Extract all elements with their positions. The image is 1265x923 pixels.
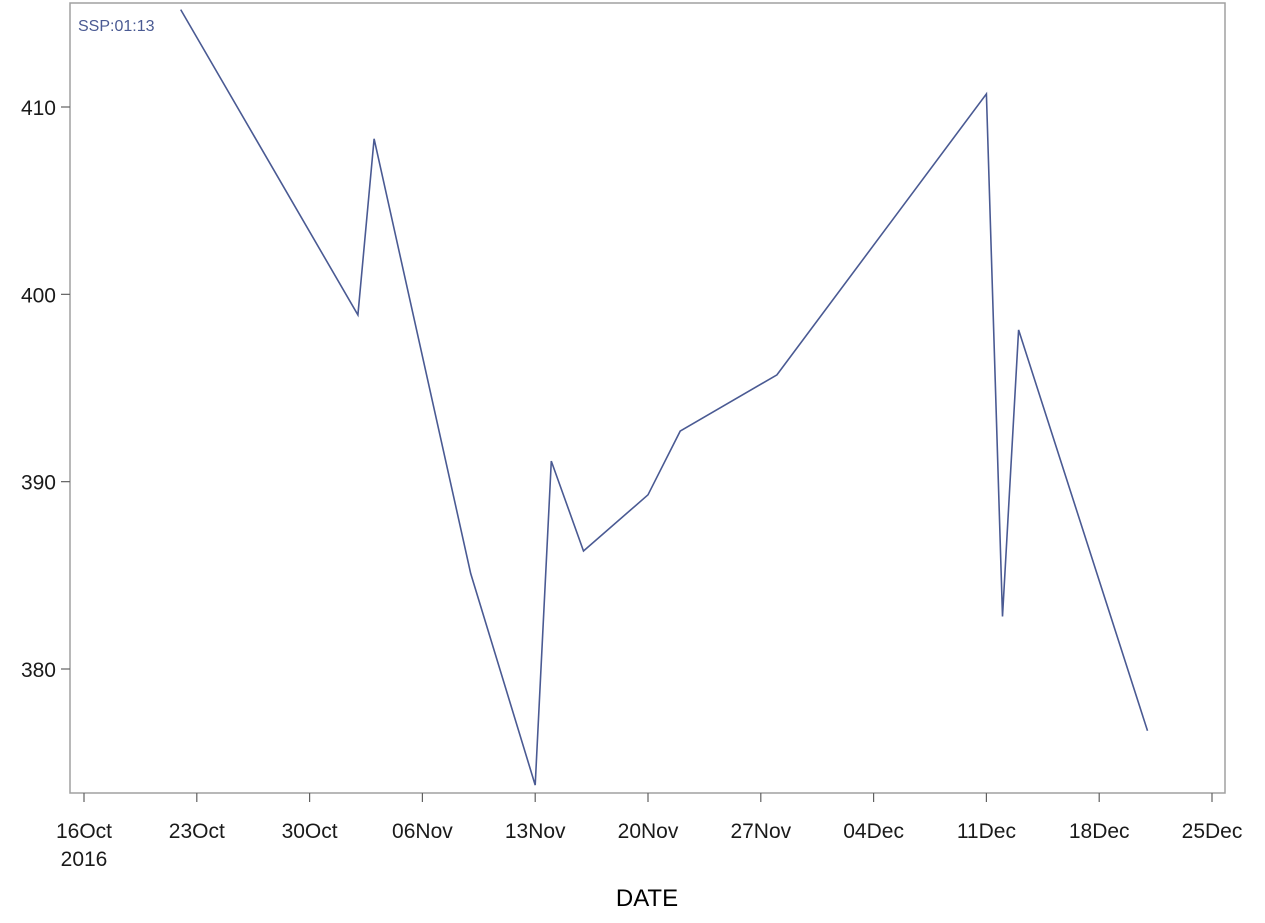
x-tick-labels: 16Oct 23Oct 30Oct 06Nov 13Nov 20Nov 27Nov 04Dec… xyxy=(56,820,1242,843)
x-tick-label: 25Dec xyxy=(1182,820,1243,843)
inset-label: SSP:01:13 xyxy=(78,18,155,35)
x-tick-label: 16Oct xyxy=(56,820,112,843)
x-tick-label: 11Dec xyxy=(957,820,1016,843)
y-tick-labels: 380 390 400 410 xyxy=(21,97,56,682)
plot-frame xyxy=(69,2,1226,794)
x-tick-sublabel: 2016 xyxy=(61,848,108,871)
y-tick-label: 410 xyxy=(21,97,56,120)
x-axis-title: DATE xyxy=(616,885,678,912)
x-tick-label: 06Nov xyxy=(392,820,453,843)
y-tick-label: 380 xyxy=(21,659,56,682)
x-tick-label: 20Nov xyxy=(618,820,679,843)
x-tick-label: 27Nov xyxy=(730,820,791,843)
y-tick-label: 400 xyxy=(21,284,56,307)
y-tick-label: 390 xyxy=(21,472,56,495)
x-tick-label: 23Oct xyxy=(169,820,225,843)
x-tick-label: 13Nov xyxy=(505,820,566,843)
tick-marks xyxy=(61,106,1213,802)
series-line xyxy=(180,9,1149,786)
x-tick-label: 30Oct xyxy=(282,820,338,843)
x-tick-label: 04Dec xyxy=(843,820,904,843)
x-tick-label: 18Dec xyxy=(1069,820,1130,843)
